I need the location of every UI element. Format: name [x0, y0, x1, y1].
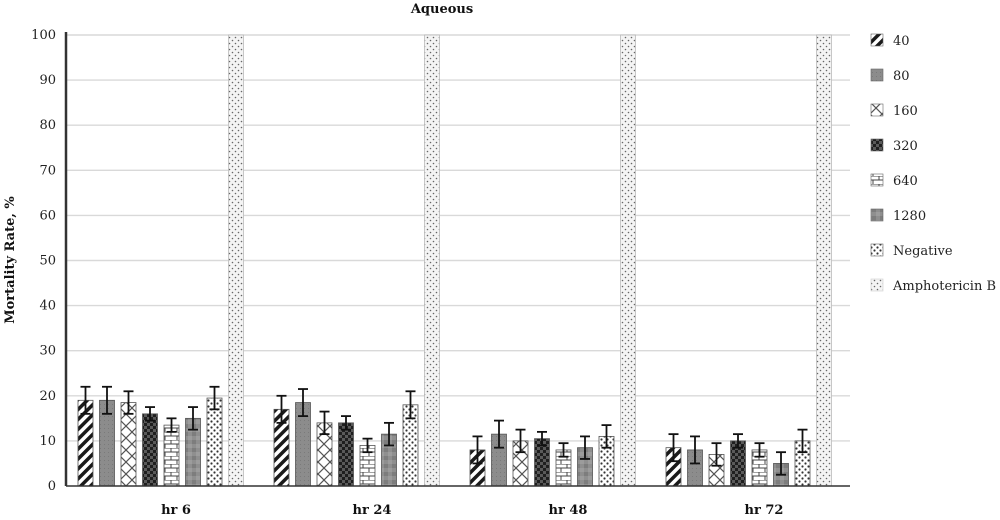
legend-label: Negative: [893, 244, 953, 259]
chart-title: Aqueous: [410, 2, 473, 17]
legend-label: 40: [893, 34, 910, 49]
y-tick-labels: 0 10 20 30 40 50 60 70 80 90 100: [31, 28, 56, 494]
bar-640-hr-6: [163, 424, 180, 487]
y-axis-title: Mortality Rate, %: [3, 196, 18, 324]
x-category-labels: hr 6 hr 24 hr 48 hr 72: [161, 503, 783, 518]
y-tick-label: 40: [39, 299, 56, 314]
legend-label: 1280: [893, 209, 926, 224]
legend-label: Amphotericin B: [892, 279, 996, 294]
y-tick-label: 80: [39, 118, 56, 133]
bar-negative-hr-6: [206, 397, 223, 487]
y-tick-label: 0: [48, 479, 56, 494]
legend-swatch: [870, 138, 884, 152]
bar-amphotericin-b-hr-48: [620, 34, 636, 487]
y-tick-label: 70: [39, 163, 56, 178]
bar-320-hr-6: [142, 413, 158, 487]
legend-label: 160: [893, 104, 918, 119]
y-tick-label: 30: [39, 344, 56, 359]
legend-swatch: [870, 278, 884, 292]
axes: [64, 32, 850, 487]
y-tick-label: 20: [39, 389, 56, 404]
legend-label: 640: [893, 174, 918, 189]
legend-label: 80: [893, 69, 910, 84]
bar-160-hr-6: [120, 402, 137, 487]
legend: 40 80 160 320 640 1280 Negative Amphotericin B: [870, 33, 996, 294]
x-category-label: hr 6: [161, 503, 191, 518]
bar-amphotericin-b-hr-6: [228, 34, 244, 487]
bar-amphotericin-b-hr-24: [424, 34, 440, 487]
legend-swatch: [870, 33, 884, 47]
legend-swatch: [870, 243, 884, 257]
y-tick-label: 100: [31, 28, 56, 43]
x-category-label: hr 48: [549, 503, 588, 518]
bar-320-hr-24: [338, 422, 354, 487]
bar-amphotericin-b-hr-72: [816, 34, 832, 487]
y-tick-label: 90: [39, 73, 56, 88]
x-category-label: hr 72: [745, 503, 784, 518]
y-tick-label: 50: [39, 254, 56, 269]
legend-swatch: [870, 103, 884, 117]
legend-swatch: [870, 68, 884, 82]
x-category-label: hr 24: [353, 503, 392, 518]
legend-swatch: [870, 173, 884, 187]
gridlines: [66, 34, 850, 442]
legend-label: 320: [893, 139, 918, 154]
y-tick-label: 10: [39, 434, 56, 449]
y-tick-label: 60: [39, 208, 56, 223]
legend-swatch: [870, 208, 884, 222]
